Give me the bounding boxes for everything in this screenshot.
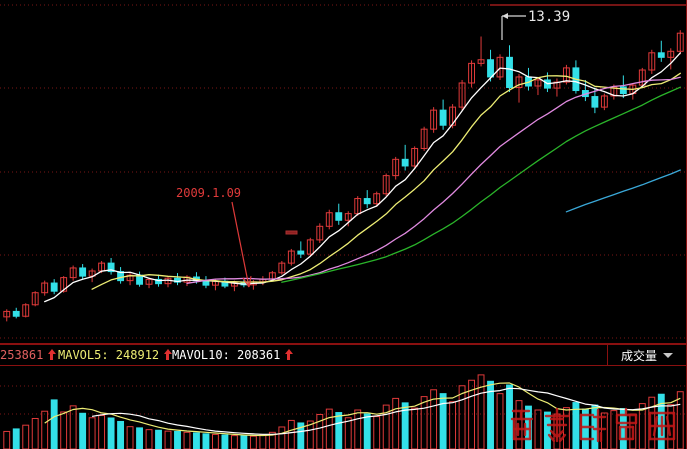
- indicator-mavol5: MAVOL5: 248912: [58, 347, 173, 364]
- arrow-up-icon: [284, 349, 294, 361]
- indicator-volume-value-label: 253861: [0, 348, 44, 362]
- volume-indicator-bar: 253861 MAVOL5: 248912 MAVOL10: 208361: [0, 344, 687, 366]
- arrow-up-icon: [47, 349, 57, 361]
- indicator-select-dropdown[interactable]: 成交量: [607, 344, 687, 366]
- indicator-mavol10: MAVOL10: 208361: [172, 347, 294, 364]
- volume-chart-panel[interactable]: [0, 366, 687, 449]
- price-chart-svg: [0, 0, 687, 344]
- indicator-select-label: 成交量: [620, 348, 657, 363]
- chevron-down-icon: [663, 352, 673, 358]
- indicator-volume-value: 253861: [0, 347, 57, 364]
- indicator-mavol5-label: MAVOL5: 248912: [58, 348, 160, 362]
- indicator-mavol10-label: MAVOL10: 208361: [172, 348, 281, 362]
- volume-chart-svg: [0, 366, 687, 449]
- price-chart-panel[interactable]: 2009.1.09 13.39: [0, 0, 687, 344]
- arrow-up-icon: [163, 349, 173, 361]
